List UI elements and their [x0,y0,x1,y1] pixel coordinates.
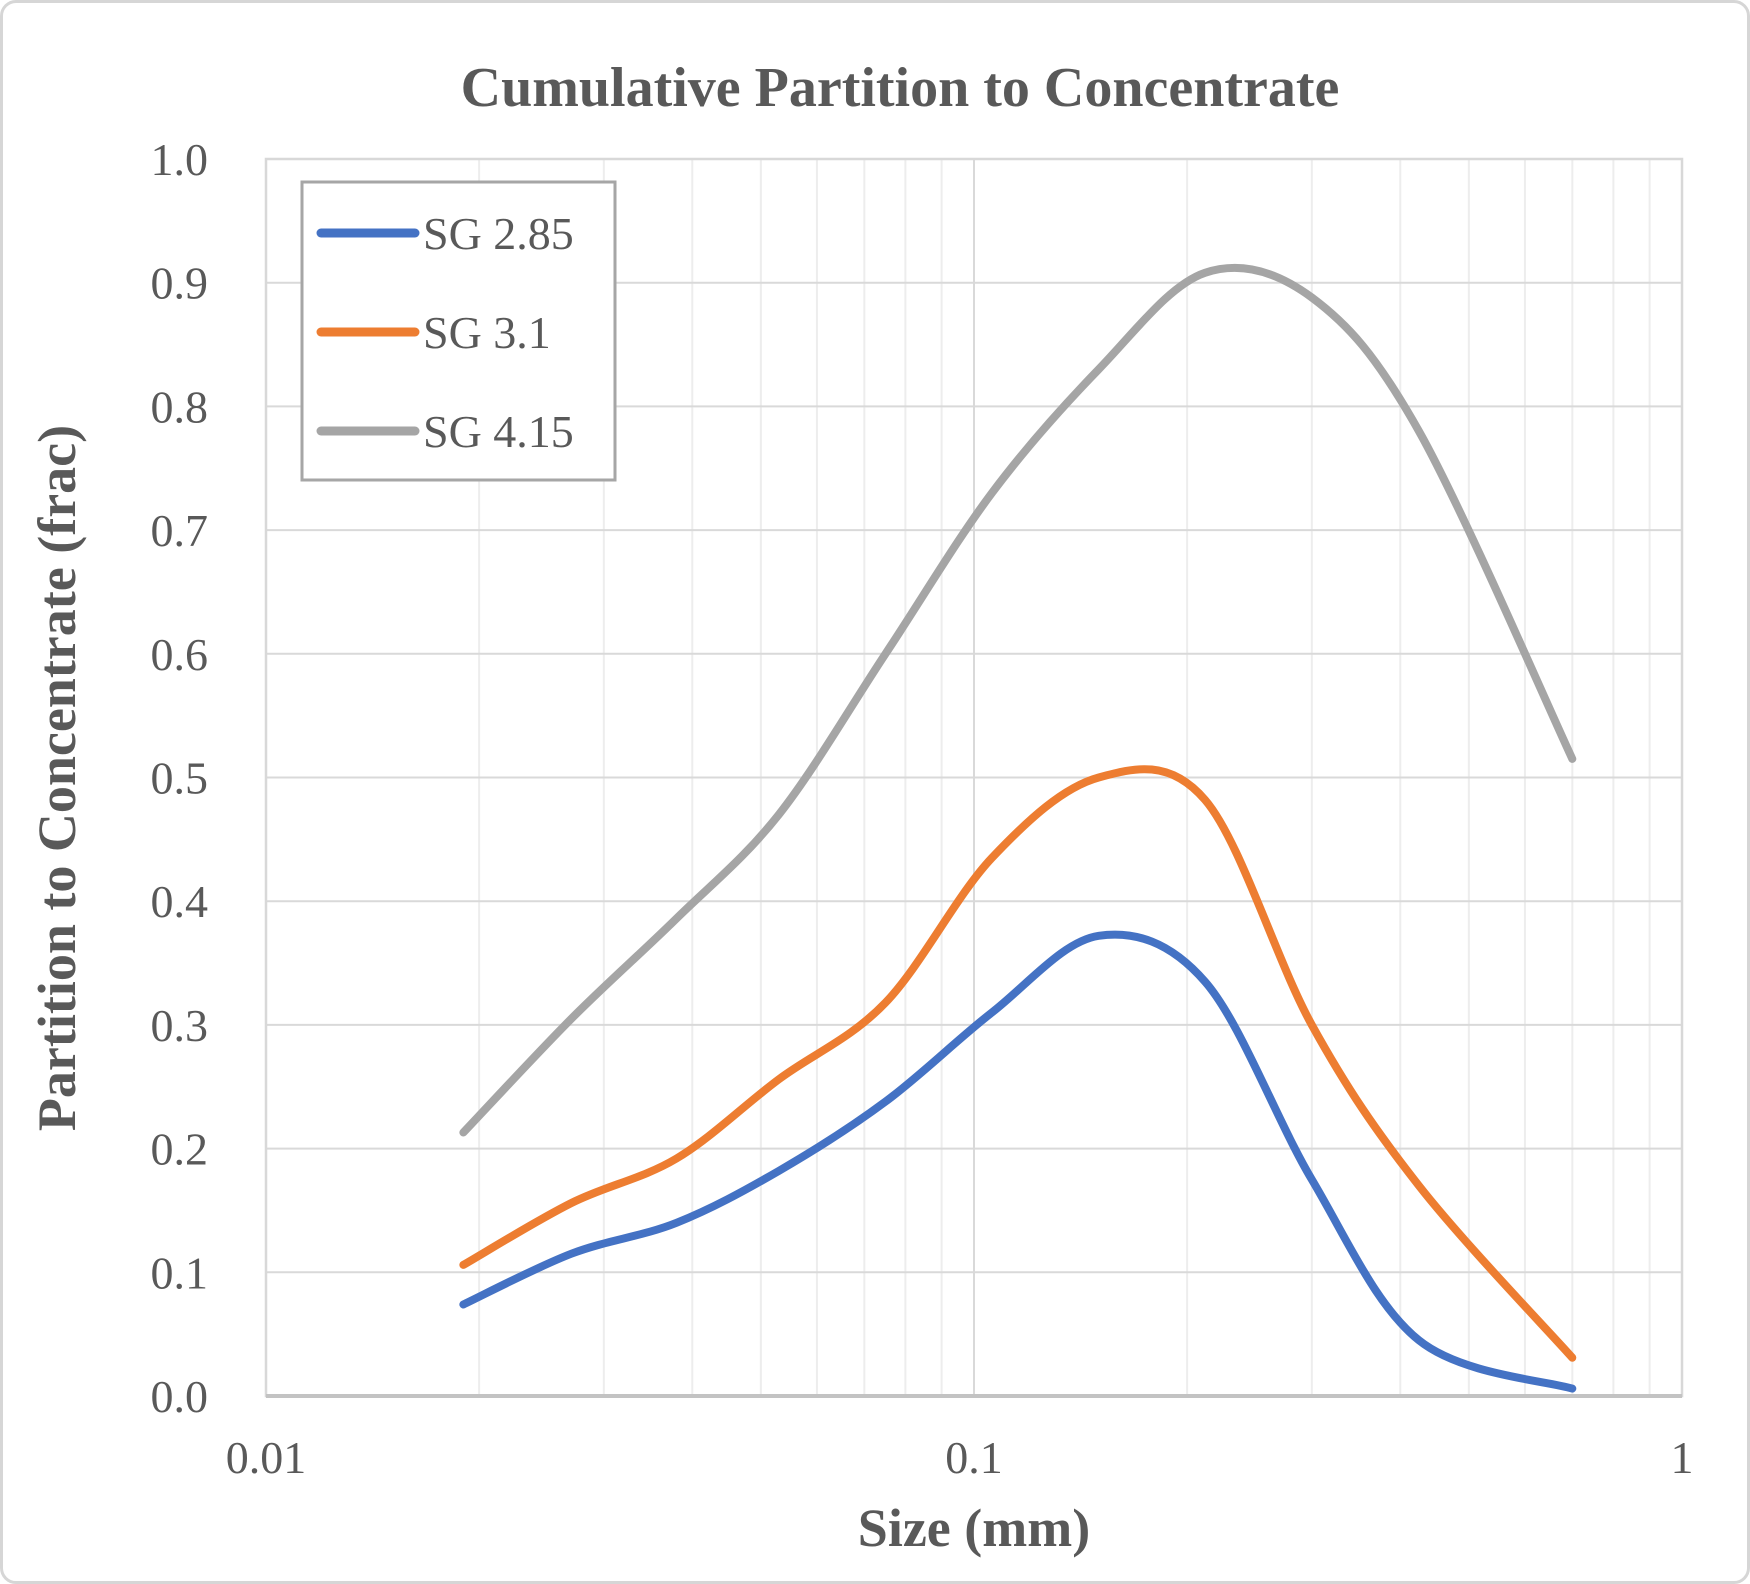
series-sg-2-85 [459,930,1577,1393]
legend-label: SG 4.15 [423,406,574,457]
x-tick-label: 0.01 [226,1432,307,1483]
series-lines [459,263,1577,1393]
y-tick-label: 0.1 [151,1247,209,1298]
chart-canvas: 0.00.10.20.30.40.50.60.70.80.91.0 0.01 0.… [27,57,1694,1558]
y-tick-label: 0.3 [151,1000,209,1051]
legend-label: SG 2.85 [423,208,574,259]
y-tick-label: 0.0 [151,1371,209,1422]
x-axis-tick-labels: 0.01 0.1 1 [226,1432,1694,1483]
legend-label: SG 3.1 [423,307,551,358]
y-axis-title: Partition to Concentrate (frac) [27,425,87,1131]
x-axis-title: Size (mm) [858,1498,1090,1558]
legend-entry: SG 3.1 [316,307,551,358]
y-tick-label: 0.9 [151,258,209,309]
x-tick-label: 0.1 [945,1432,1003,1483]
legend: SG 2.85 SG 3.1 SG 4.15 [300,180,617,482]
x-tick-label: 1 [1671,1432,1694,1483]
chart-title: Cumulative Partition to Concentrate [461,57,1340,119]
legend-entry: SG 2.85 [316,208,574,259]
y-tick-label: 1.0 [151,134,209,185]
y-tick-label: 0.6 [151,629,209,680]
y-tick-label: 0.5 [151,753,209,804]
y-axis-tick-labels: 0.0 0.1 0.2 0.3 0.4 0.5 0.6 0.7 0.8 0.9 1.0 [151,134,209,1422]
y-tick-label: 0.7 [151,505,209,556]
y-tick-label: 0.4 [151,876,209,927]
y-tick-label: 0.2 [151,1124,209,1175]
series-sg-4-15 [459,263,1577,1137]
series-sg-3-1 [459,765,1577,1362]
legend-entry: SG 4.15 [316,406,574,457]
y-tick-label: 0.8 [151,381,209,432]
